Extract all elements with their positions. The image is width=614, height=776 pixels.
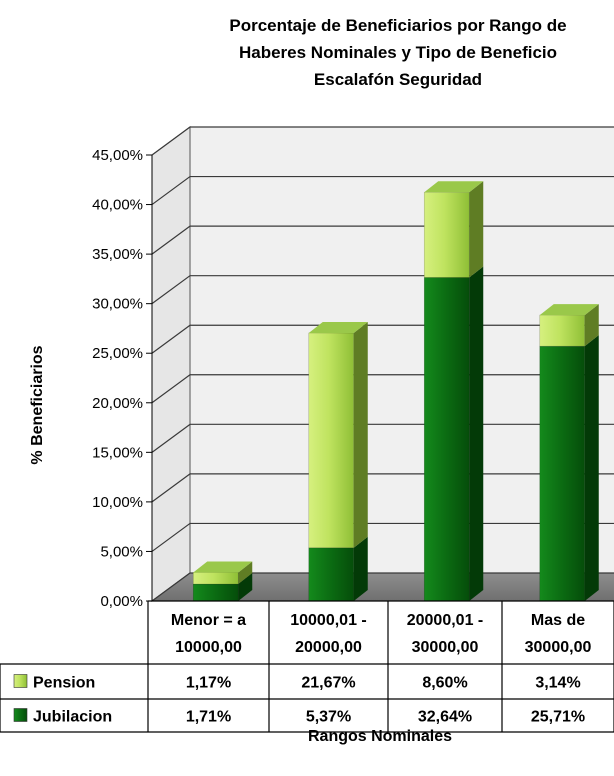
gridline <box>151 126 614 156</box>
chart-title-line-3: Escalafón Seguridad <box>314 70 482 89</box>
y-tick-label: 25,00% <box>92 345 143 362</box>
bar-pension <box>539 314 586 347</box>
y-tick-label: 5,00% <box>100 543 143 560</box>
category-label: 30000,00 <box>525 639 592 656</box>
bar-jubilacion <box>192 583 239 602</box>
y-tick-label: 0,00% <box>100 593 143 610</box>
bar-side-jubilacion <box>584 335 599 601</box>
bar-side-jubilacion <box>469 266 484 601</box>
y-tick-label: 45,00% <box>92 147 143 164</box>
bar-top <box>308 322 368 334</box>
category-label: Menor = a <box>171 612 246 629</box>
bar-top <box>193 561 253 573</box>
data-label-jubilacion: 25,71% <box>531 709 585 726</box>
category-label: 30000,00 <box>412 639 479 656</box>
chart-title-line-1: Porcentaje de Beneficiarios por Rango de <box>229 16 566 35</box>
y-tick-label: 35,00% <box>92 246 143 263</box>
legend-label-jubilacion: Jubilacion <box>33 709 112 726</box>
bar-side-pension <box>584 304 599 347</box>
category-label: 10000,00 <box>175 639 242 656</box>
bars <box>192 181 599 602</box>
x-axis-title: Rangos Nominales <box>308 728 452 745</box>
data-label-pension: 8,60% <box>422 675 467 692</box>
data-label-pension: 1,17% <box>186 675 231 692</box>
bar-pension <box>423 191 470 278</box>
bar-pension <box>308 332 355 549</box>
category-label: Mas de <box>531 612 585 629</box>
y-axis-ticks: 0,00% 5,00% 10,00% 15,00% 20,00% 25,00% 30,00%… <box>92 147 153 610</box>
y-tick-label: 20,00% <box>92 395 143 412</box>
category-label: 20000,01 - <box>407 612 484 629</box>
side-wall <box>151 126 191 602</box>
data-table: Menor = a 10000,00 10000,01 - 20000,00 20000… <box>0 600 614 733</box>
legend-label-pension: Pension <box>33 675 95 692</box>
chart-title-line-2: Haberes Nominales y Tipo de Beneficio <box>239 43 557 62</box>
data-label-pension: 21,67% <box>301 675 355 692</box>
category-label: 20000,00 <box>295 639 362 656</box>
y-tick-label: 40,00% <box>92 197 143 214</box>
bar-side-pension <box>353 322 368 548</box>
bar-side-jubilacion <box>353 536 368 601</box>
bar-jubilacion <box>539 345 586 602</box>
bar-pension <box>192 572 239 585</box>
y-tick-label: 15,00% <box>92 444 143 461</box>
bar-side-pension <box>469 181 484 278</box>
bar-side-pension <box>238 561 253 585</box>
bar-top <box>424 181 484 193</box>
bar-top <box>539 304 599 316</box>
bar-jubilacion <box>423 277 470 602</box>
data-label-jubilacion: 32,64% <box>418 709 472 726</box>
legend-key-jubilacion <box>13 708 28 722</box>
y-tick-label: 10,00% <box>92 494 143 511</box>
bar-jubilacion <box>308 547 355 602</box>
legend-key-pension <box>13 674 28 688</box>
y-axis-title: % Beneficiarios <box>29 345 46 464</box>
data-label-jubilacion: 5,37% <box>306 709 351 726</box>
bar-side-jubilacion <box>238 573 253 601</box>
category-label: 10000,01 - <box>290 612 367 629</box>
y-tick-label: 30,00% <box>92 296 143 313</box>
data-label-pension: 3,14% <box>535 675 580 692</box>
gridline <box>151 175 614 206</box>
data-label-jubilacion: 1,71% <box>186 709 231 726</box>
